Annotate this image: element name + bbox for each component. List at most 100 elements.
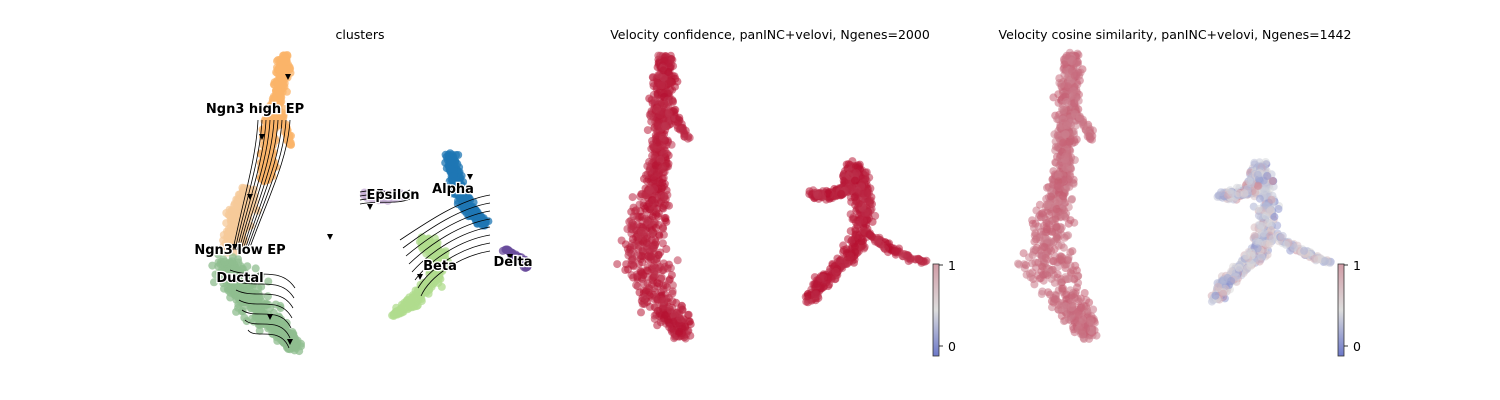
cell-point [252, 293, 261, 302]
cell-point [846, 210, 855, 219]
cell-point [648, 136, 656, 145]
cell-point [1049, 237, 1058, 246]
cell-point [220, 257, 229, 266]
cell-point [454, 151, 463, 159]
cell-point [385, 192, 394, 201]
cell-point [658, 163, 667, 172]
cell-point [214, 250, 223, 259]
cell-point [1055, 74, 1064, 83]
cell-point [658, 178, 667, 187]
cell-point [873, 237, 882, 246]
cell-point [1066, 268, 1075, 277]
cell-point [1051, 158, 1060, 167]
cell-point [1038, 243, 1047, 252]
cell-point [1061, 130, 1070, 139]
streamline [399, 194, 491, 241]
cell-point [247, 314, 256, 323]
cell-point [1060, 233, 1069, 242]
cell-point [474, 213, 483, 221]
cell-point [812, 290, 820, 299]
cell-point [1071, 261, 1080, 270]
cell-point [224, 230, 233, 239]
cell-point [441, 258, 450, 267]
cell-point [1029, 245, 1038, 254]
cell-point [1035, 200, 1044, 209]
cell-point [1057, 80, 1066, 89]
cell-point [651, 96, 660, 105]
cell-point [275, 105, 283, 114]
cell-point [660, 143, 668, 152]
cell-point [659, 133, 667, 142]
panel-title-clusters: clusters [335, 27, 385, 42]
cell-point [238, 307, 247, 316]
panel-title-velocity-cosine: Velocity cosine similarity, panINC+velov… [998, 27, 1352, 42]
streamline-arrowhead [267, 314, 273, 320]
cell-point [613, 260, 622, 269]
cell-point [866, 231, 875, 240]
cell-point [228, 257, 237, 266]
cell-point [674, 118, 683, 127]
streamline [235, 289, 294, 309]
cell-point [1066, 313, 1075, 322]
cell-point [1062, 51, 1071, 60]
cell-point [898, 252, 907, 261]
cell-point [462, 194, 471, 203]
cell-point [1072, 135, 1081, 144]
cell-point [857, 182, 866, 191]
velocity-confidence-panel: Velocity confidence, panINC+velovi, Ngen… [570, 0, 970, 400]
cell-point [819, 282, 828, 291]
cell-point [627, 216, 636, 225]
cell-point [1042, 225, 1051, 234]
cell-point [427, 245, 436, 254]
cell-point [1014, 259, 1022, 268]
cell-point [435, 268, 444, 277]
cell-point [1062, 97, 1071, 106]
streamline [359, 198, 411, 205]
cell-point [210, 278, 218, 287]
cell-point [1076, 321, 1085, 329]
cell-point [241, 297, 250, 306]
cell-point [629, 248, 638, 257]
streamline [242, 119, 279, 251]
colorbar-bar [932, 263, 940, 357]
cell-point [504, 247, 513, 256]
cell-point [282, 322, 291, 331]
cell-point [649, 142, 657, 151]
cell-point [290, 342, 299, 351]
cell-point [853, 220, 862, 229]
cell-point [639, 270, 648, 279]
cell-point [628, 193, 637, 202]
cell-point [405, 299, 414, 308]
cell-point [1072, 59, 1081, 68]
cell-point [1060, 60, 1069, 69]
cell-point [655, 110, 664, 119]
cell-point [642, 242, 651, 251]
cell-point [274, 81, 283, 90]
streamline [238, 119, 271, 251]
cell-point [851, 232, 860, 241]
cell-point [645, 186, 654, 194]
cell-point [1047, 246, 1056, 255]
cell-point [658, 239, 667, 248]
cell-point [846, 252, 855, 261]
cell-point [230, 214, 238, 223]
streamline-arrowhead [367, 204, 373, 210]
cell-point [684, 310, 693, 319]
cell-point [854, 199, 863, 208]
streamline [359, 189, 411, 193]
cell-point [1085, 132, 1094, 141]
velocity-cosine-panel: Velocity cosine similarity, panINC+velov… [975, 0, 1375, 400]
cell-point [1074, 51, 1083, 60]
cell-point [434, 278, 443, 287]
cell-point [1053, 181, 1062, 190]
cell-point [1052, 222, 1061, 231]
cell-point [664, 59, 673, 68]
cell-point [1074, 96, 1083, 105]
cell-point [651, 223, 660, 232]
streamline-arrowhead [232, 244, 238, 250]
cell-point [848, 157, 857, 166]
cell-point [1057, 311, 1066, 320]
cell-point [1069, 87, 1078, 96]
cell-point [411, 286, 420, 295]
